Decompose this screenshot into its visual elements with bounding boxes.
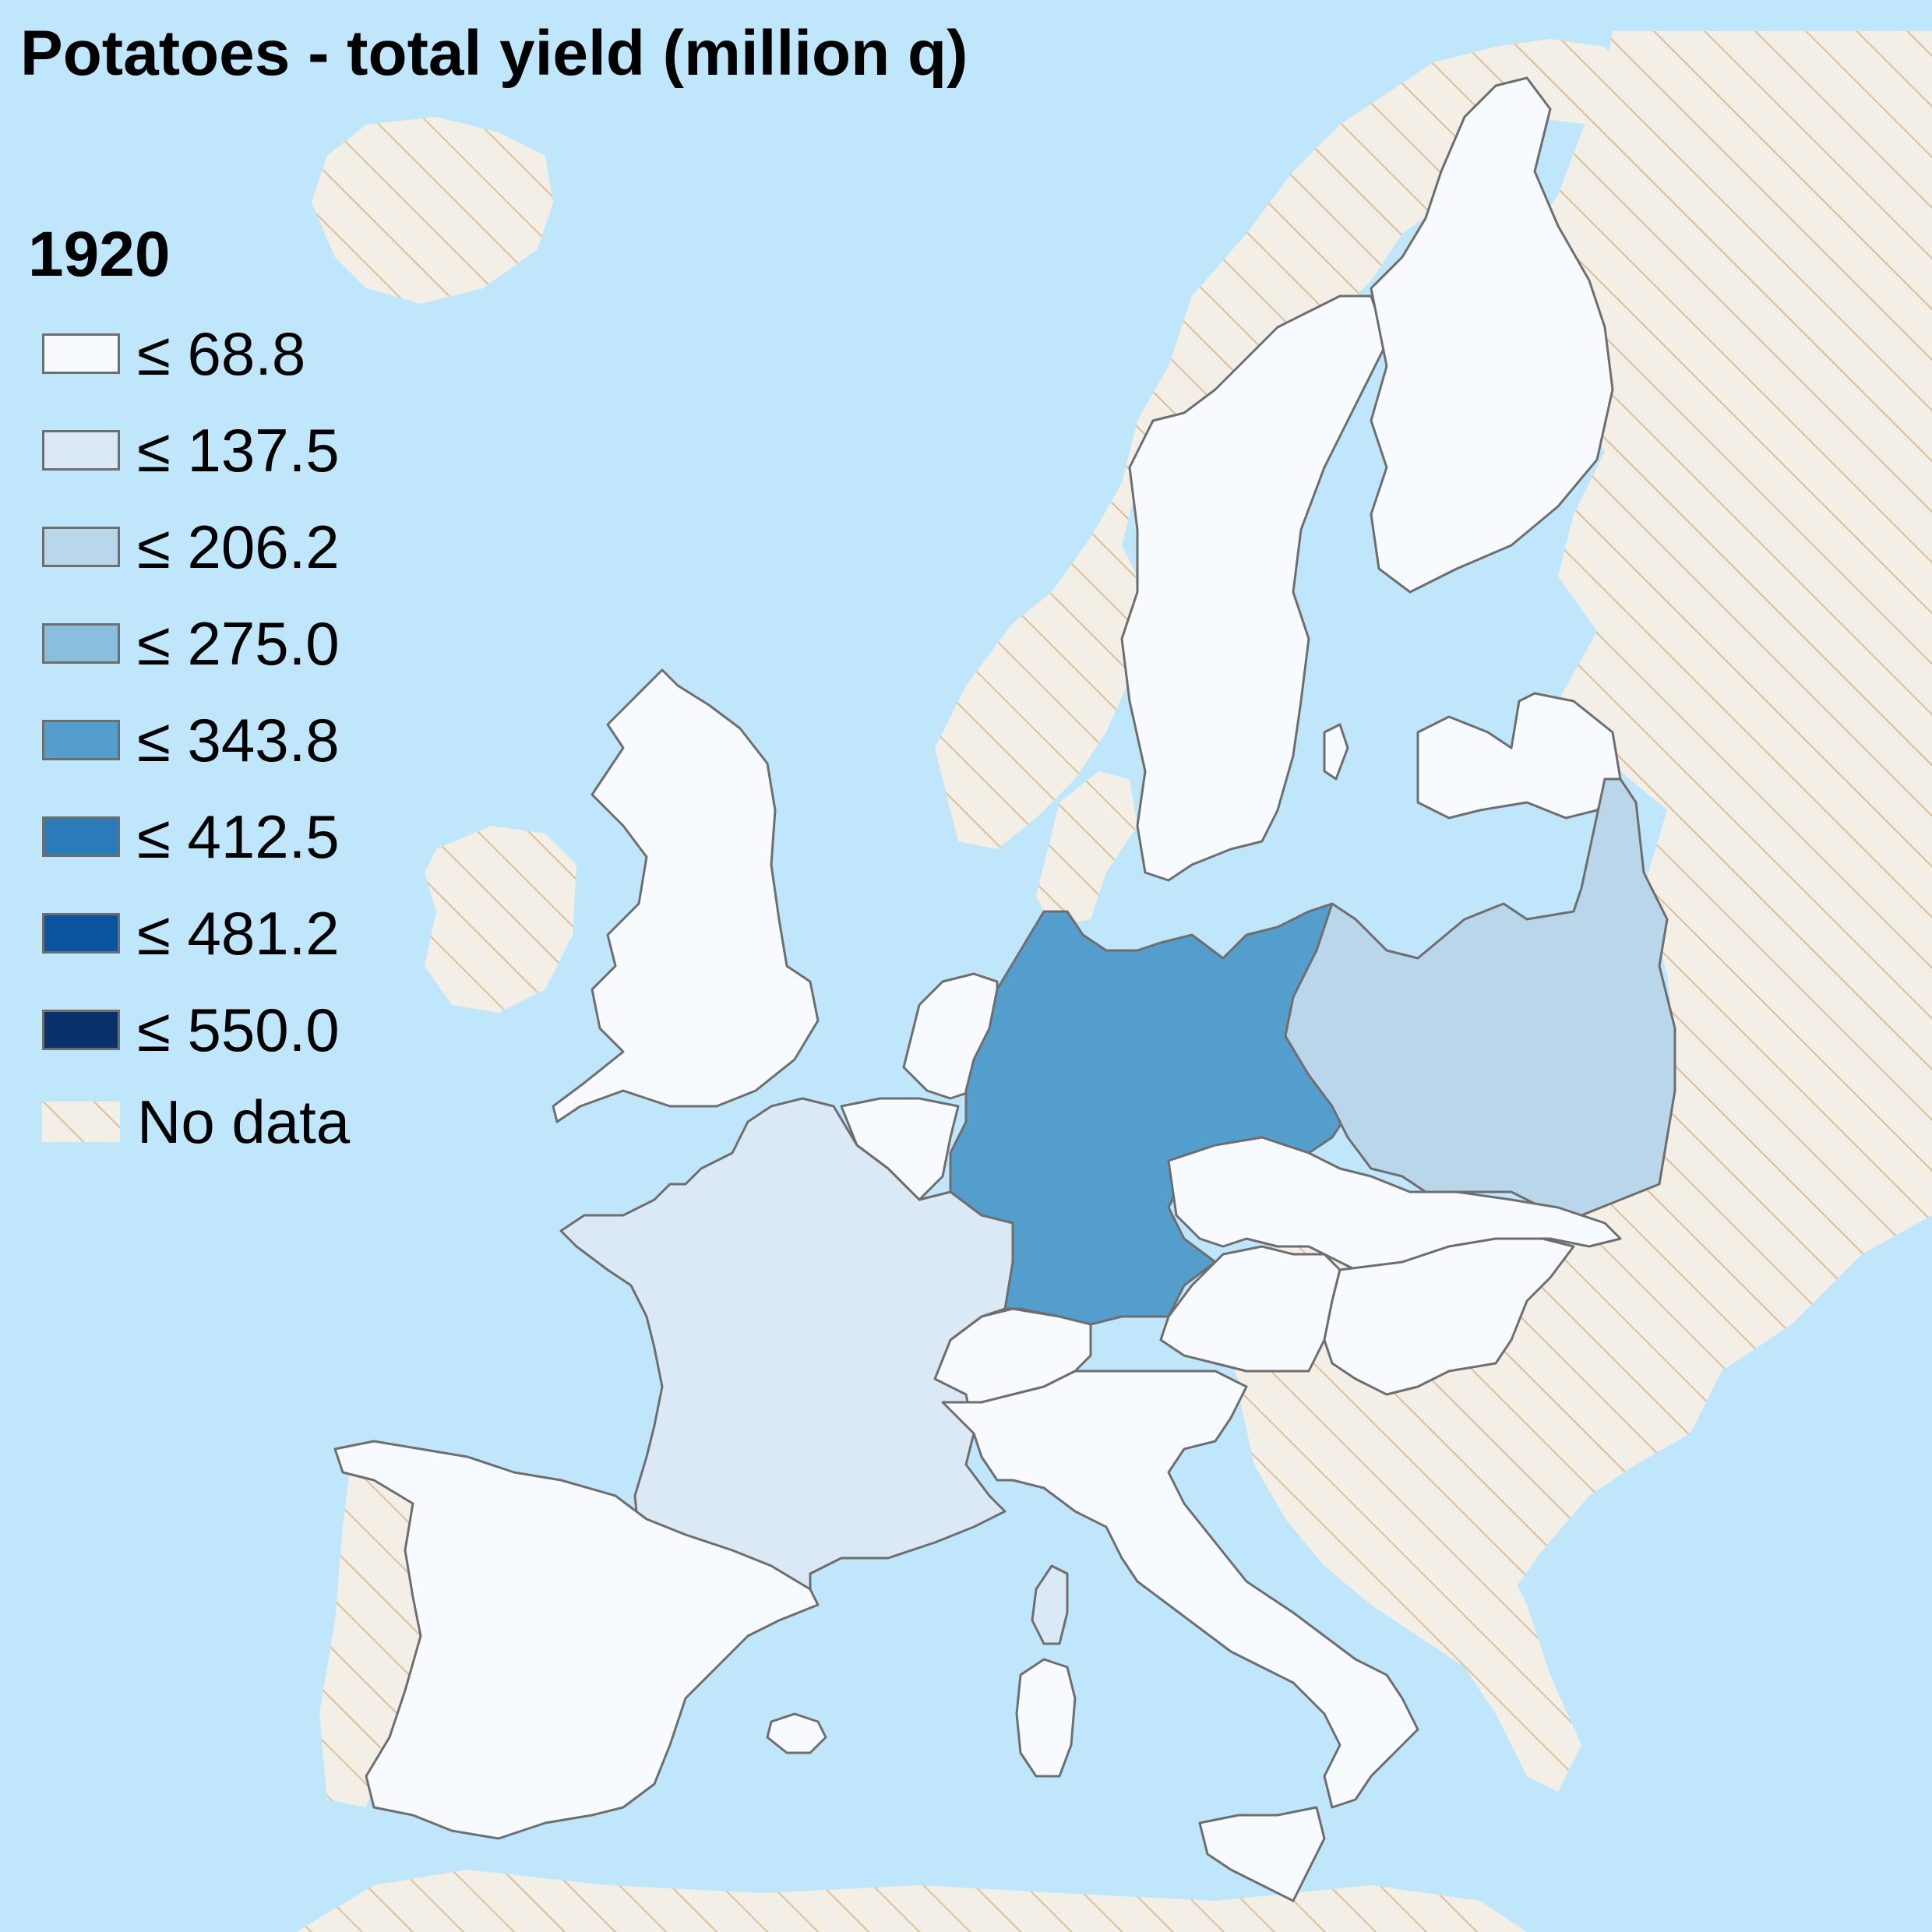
balkans <box>1239 1379 1581 1792</box>
region-spain <box>333 1440 820 1840</box>
legend-swatch-1 <box>42 333 120 374</box>
north-africa <box>296 1870 1527 1932</box>
legend-item-4: ≤ 275.0 <box>42 609 340 678</box>
gotland <box>1323 723 1349 781</box>
legend-label-6: ≤ 412.5 <box>137 802 340 871</box>
legend-swatch-3 <box>42 527 120 567</box>
legend-label-3: ≤ 206.2 <box>137 512 340 581</box>
region-italy <box>941 1370 1419 1809</box>
region-corsica <box>1031 1564 1069 1645</box>
legend-item-2: ≤ 137.5 <box>42 416 340 485</box>
region-sweden <box>1120 294 1388 882</box>
legend-swatch-5 <box>42 720 120 760</box>
legend-swatch-nodata <box>42 1102 120 1142</box>
legend-item-nodata: No data <box>42 1088 350 1156</box>
legend-item-5: ≤ 343.8 <box>42 706 340 774</box>
legend-item-6: ≤ 412.5 <box>42 802 340 871</box>
legend-swatch-4 <box>42 623 120 664</box>
legend-item-1: ≤ 68.8 <box>42 319 305 388</box>
nodata-land <box>296 31 1932 1932</box>
countries <box>333 76 1676 1902</box>
legend-label-nodata: No data <box>137 1087 351 1156</box>
legend-label-5: ≤ 343.8 <box>137 705 340 774</box>
map-title: Potatoes - total yield (million q) <box>20 18 968 89</box>
region-balearic <box>766 1712 827 1754</box>
ireland <box>425 826 576 1013</box>
legend-label-4: ≤ 275.0 <box>137 608 340 678</box>
legend-item-3: ≤ 206.2 <box>42 513 340 581</box>
russia-east <box>1223 31 1932 1620</box>
legend-label-8: ≤ 550.0 <box>137 995 340 1064</box>
legend-swatch-8 <box>42 1010 120 1050</box>
region-finland <box>1370 76 1614 594</box>
legend-year: 1920 <box>28 219 171 290</box>
legend-item-7: ≤ 481.2 <box>42 899 340 968</box>
legend-label-2: ≤ 137.5 <box>137 415 340 485</box>
denmark <box>1036 771 1137 927</box>
region-sardinia <box>1015 1658 1077 1778</box>
legend-item-8: ≤ 550.0 <box>42 996 340 1064</box>
region-poland <box>1284 777 1676 1217</box>
legend-swatch-2 <box>42 430 120 471</box>
legend-label-1: ≤ 68.8 <box>137 319 306 388</box>
region-latvia <box>1416 692 1622 820</box>
region-united-kingdom <box>552 668 820 1123</box>
legend-label-7: ≤ 481.2 <box>137 898 340 968</box>
legend-swatch-6 <box>42 816 120 857</box>
norway <box>935 39 1636 849</box>
iceland <box>312 117 553 304</box>
legend-swatch-7 <box>42 913 120 954</box>
region-sicily <box>1198 1806 1326 1902</box>
region-hungary <box>1323 1237 1575 1396</box>
region-czechoslovakia <box>1167 1136 1622 1271</box>
